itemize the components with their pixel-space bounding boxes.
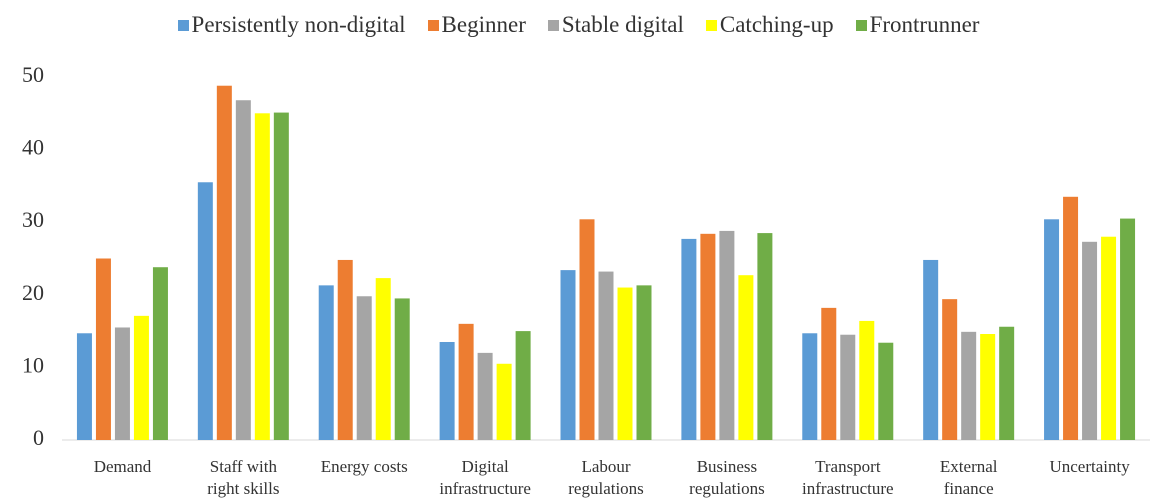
- bar: [617, 287, 633, 440]
- x-tick-label: Transport infrastructure: [802, 457, 894, 498]
- legend-label: Stable digital: [561, 12, 684, 37]
- x-tick-label: Labour regulations: [568, 457, 644, 498]
- legend-item: Frontrunner: [855, 12, 980, 38]
- legend-label: Persistently non-digital: [191, 12, 406, 37]
- bar: [439, 341, 455, 440]
- y-tick-label: 30: [22, 207, 44, 232]
- bar: [197, 182, 213, 440]
- bar: [859, 320, 875, 440]
- bar: [1044, 219, 1060, 440]
- x-tick-label: External finance: [939, 457, 998, 498]
- bar: [235, 100, 251, 441]
- bar: [1063, 196, 1079, 440]
- legend-label: Beginner: [441, 12, 526, 37]
- legend-swatch: [705, 19, 717, 31]
- y-tick-label: 40: [22, 135, 44, 160]
- bar: [254, 113, 270, 441]
- bar: [496, 363, 512, 440]
- legend-label: Catching-up: [719, 12, 834, 37]
- bar: [394, 298, 410, 440]
- legend-item: Catching-up: [705, 12, 834, 38]
- bar: [802, 333, 818, 440]
- bar: [152, 267, 168, 440]
- legend-label: Frontrunner: [869, 12, 980, 37]
- bar: [923, 259, 939, 440]
- bar: [821, 307, 837, 440]
- bar: [76, 333, 92, 440]
- y-tick-label: 20: [22, 280, 44, 305]
- legend-swatch: [427, 19, 439, 31]
- legend-swatch: [547, 19, 559, 31]
- bar: [95, 258, 111, 440]
- bar: [458, 323, 474, 440]
- bar: [738, 275, 754, 440]
- bar: [356, 296, 372, 440]
- bar: [1120, 218, 1136, 440]
- y-tick-label: 50: [22, 62, 44, 87]
- bar: [598, 271, 614, 440]
- bar: [560, 270, 576, 440]
- bar: [515, 331, 531, 440]
- y-tick-label: 10: [22, 352, 44, 377]
- bar: [700, 233, 716, 440]
- y-tick-label: 0: [33, 425, 44, 450]
- bar: [961, 331, 977, 440]
- bar: [980, 334, 996, 440]
- x-tick-label: Digital infrastructure: [439, 457, 531, 498]
- bar: [477, 352, 493, 440]
- legend-swatch: [855, 19, 867, 31]
- bar: [719, 230, 735, 440]
- bar: [216, 85, 232, 440]
- legend: Persistently non-digital Beginner Stable d…: [0, 12, 1157, 38]
- bar: [337, 259, 353, 440]
- bar: [942, 299, 958, 440]
- bar: [878, 342, 894, 440]
- bar: [133, 315, 149, 440]
- bar: [681, 238, 697, 440]
- bar: [375, 278, 391, 440]
- bar: [273, 112, 289, 440]
- bar: [636, 285, 652, 440]
- legend-item: Stable digital: [547, 12, 684, 38]
- legend-swatch: [177, 19, 189, 31]
- legend-item: Persistently non-digital: [177, 12, 406, 38]
- x-tick-label: Business regulations: [689, 457, 765, 498]
- x-tick-label: Energy costs: [320, 457, 408, 476]
- bar: [999, 326, 1015, 440]
- bar: [318, 285, 334, 440]
- bar: [757, 233, 773, 440]
- bar: [1082, 241, 1098, 440]
- bar: [114, 327, 130, 440]
- x-tick-label: Demand: [93, 457, 152, 476]
- x-tick-label: Staff with right skills: [207, 457, 280, 498]
- bar: [840, 334, 856, 440]
- bar: [579, 219, 595, 440]
- legend-item: Beginner: [427, 12, 526, 38]
- bar: [1101, 236, 1117, 440]
- x-tick-label: Uncertainty: [1049, 457, 1130, 476]
